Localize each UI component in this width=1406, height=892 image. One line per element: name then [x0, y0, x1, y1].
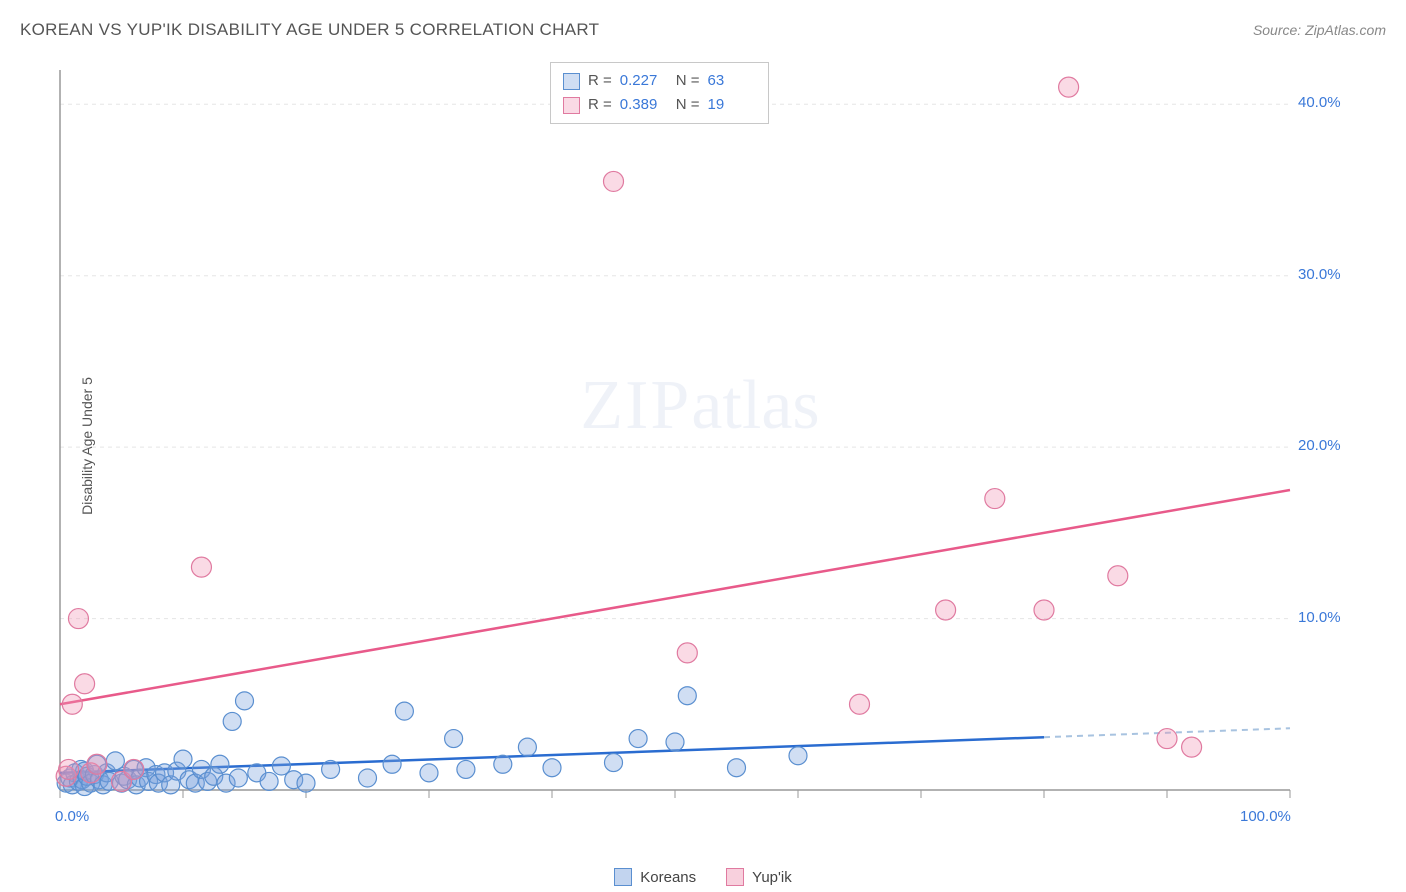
stat-label-n: N =	[676, 93, 700, 117]
x-tick-label: 100.0%	[1240, 808, 1291, 825]
scatter-chart-svg	[50, 55, 1350, 835]
series-swatch	[563, 73, 580, 90]
legend-item: Yup'ik	[726, 868, 792, 886]
y-tick-label: 30.0%	[1298, 266, 1341, 283]
stats-row: R = 0.227 N = 63	[563, 69, 756, 93]
stat-label-r: R =	[588, 93, 612, 117]
legend-swatch	[726, 868, 744, 886]
series-swatch	[563, 97, 580, 114]
y-tick-label: 20.0%	[1298, 437, 1341, 454]
legend-label: Koreans	[640, 869, 696, 886]
x-tick-label: 0.0%	[55, 808, 89, 825]
plot-area: ZIPatlas 0.0%100.0%10.0%20.0%30.0%40.0%	[50, 55, 1350, 835]
stat-value-r: 0.389	[620, 93, 668, 117]
legend-item: Koreans	[614, 868, 696, 886]
y-tick-label: 40.0%	[1298, 94, 1341, 111]
legend: Koreans Yup'ik	[0, 868, 1406, 886]
stat-label-r: R =	[588, 69, 612, 93]
correlation-stats-box: R = 0.227 N = 63 R = 0.389 N = 19	[550, 62, 769, 124]
stats-row: R = 0.389 N = 19	[563, 93, 756, 117]
stat-value-r: 0.227	[620, 69, 668, 93]
stat-value-n: 19	[708, 93, 756, 117]
chart-title: KOREAN VS YUP'IK DISABILITY AGE UNDER 5 …	[20, 20, 599, 40]
stat-label-n: N =	[676, 69, 700, 93]
chart-header: KOREAN VS YUP'IK DISABILITY AGE UNDER 5 …	[20, 20, 1386, 40]
legend-label: Yup'ik	[752, 869, 792, 886]
legend-swatch	[614, 868, 632, 886]
source-attribution: Source: ZipAtlas.com	[1253, 22, 1386, 38]
stat-value-n: 63	[708, 69, 756, 93]
y-tick-label: 10.0%	[1298, 609, 1341, 626]
